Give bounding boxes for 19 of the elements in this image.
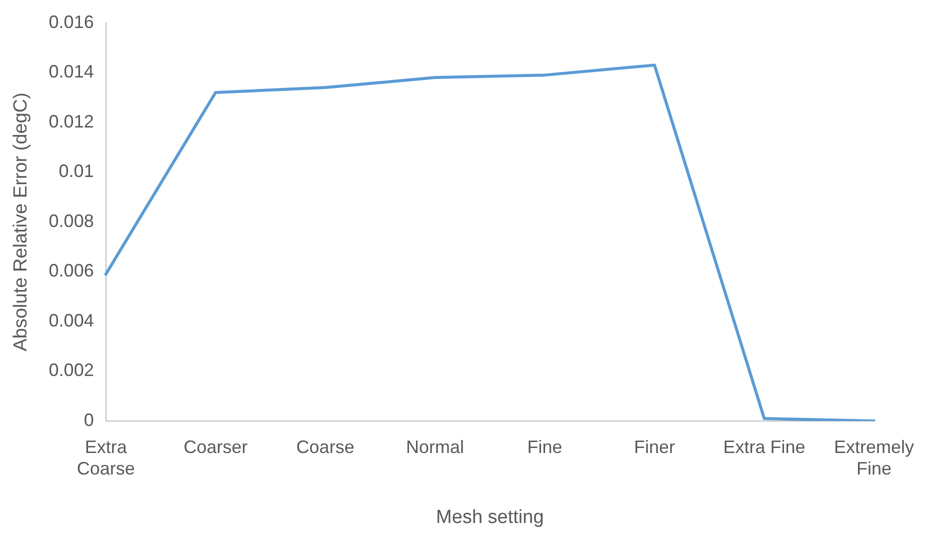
x-axis-title: Mesh setting: [436, 506, 544, 528]
x-tick-label: Fine: [527, 436, 562, 457]
y-tick-label: 0.016: [48, 12, 94, 32]
y-tick-label: 0.01: [58, 161, 94, 182]
y-tick-label: 0.008: [48, 210, 94, 231]
y-axis-title: Absolute Relative Error (degC): [10, 92, 32, 352]
y-tick-label: 0: [84, 410, 94, 430]
y-tick-label: 0.004: [48, 310, 94, 330]
x-tick-label: Extra Fine: [723, 436, 806, 457]
x-tick-label: Coarser: [184, 436, 248, 457]
y-tick-label: 0.006: [48, 260, 94, 281]
y-tick-label: 0.002: [48, 360, 94, 380]
x-tick-label: Coarse: [296, 436, 354, 457]
x-tick-label: Extra Coarse: [76, 436, 135, 478]
x-tick-label: Normal: [406, 436, 464, 457]
y-tick-label: 0.014: [48, 62, 94, 82]
x-tick-label: Finer: [634, 436, 676, 457]
y-tick-label: 0.012: [48, 111, 94, 132]
x-tick-label: Extremely Fine: [834, 436, 914, 478]
